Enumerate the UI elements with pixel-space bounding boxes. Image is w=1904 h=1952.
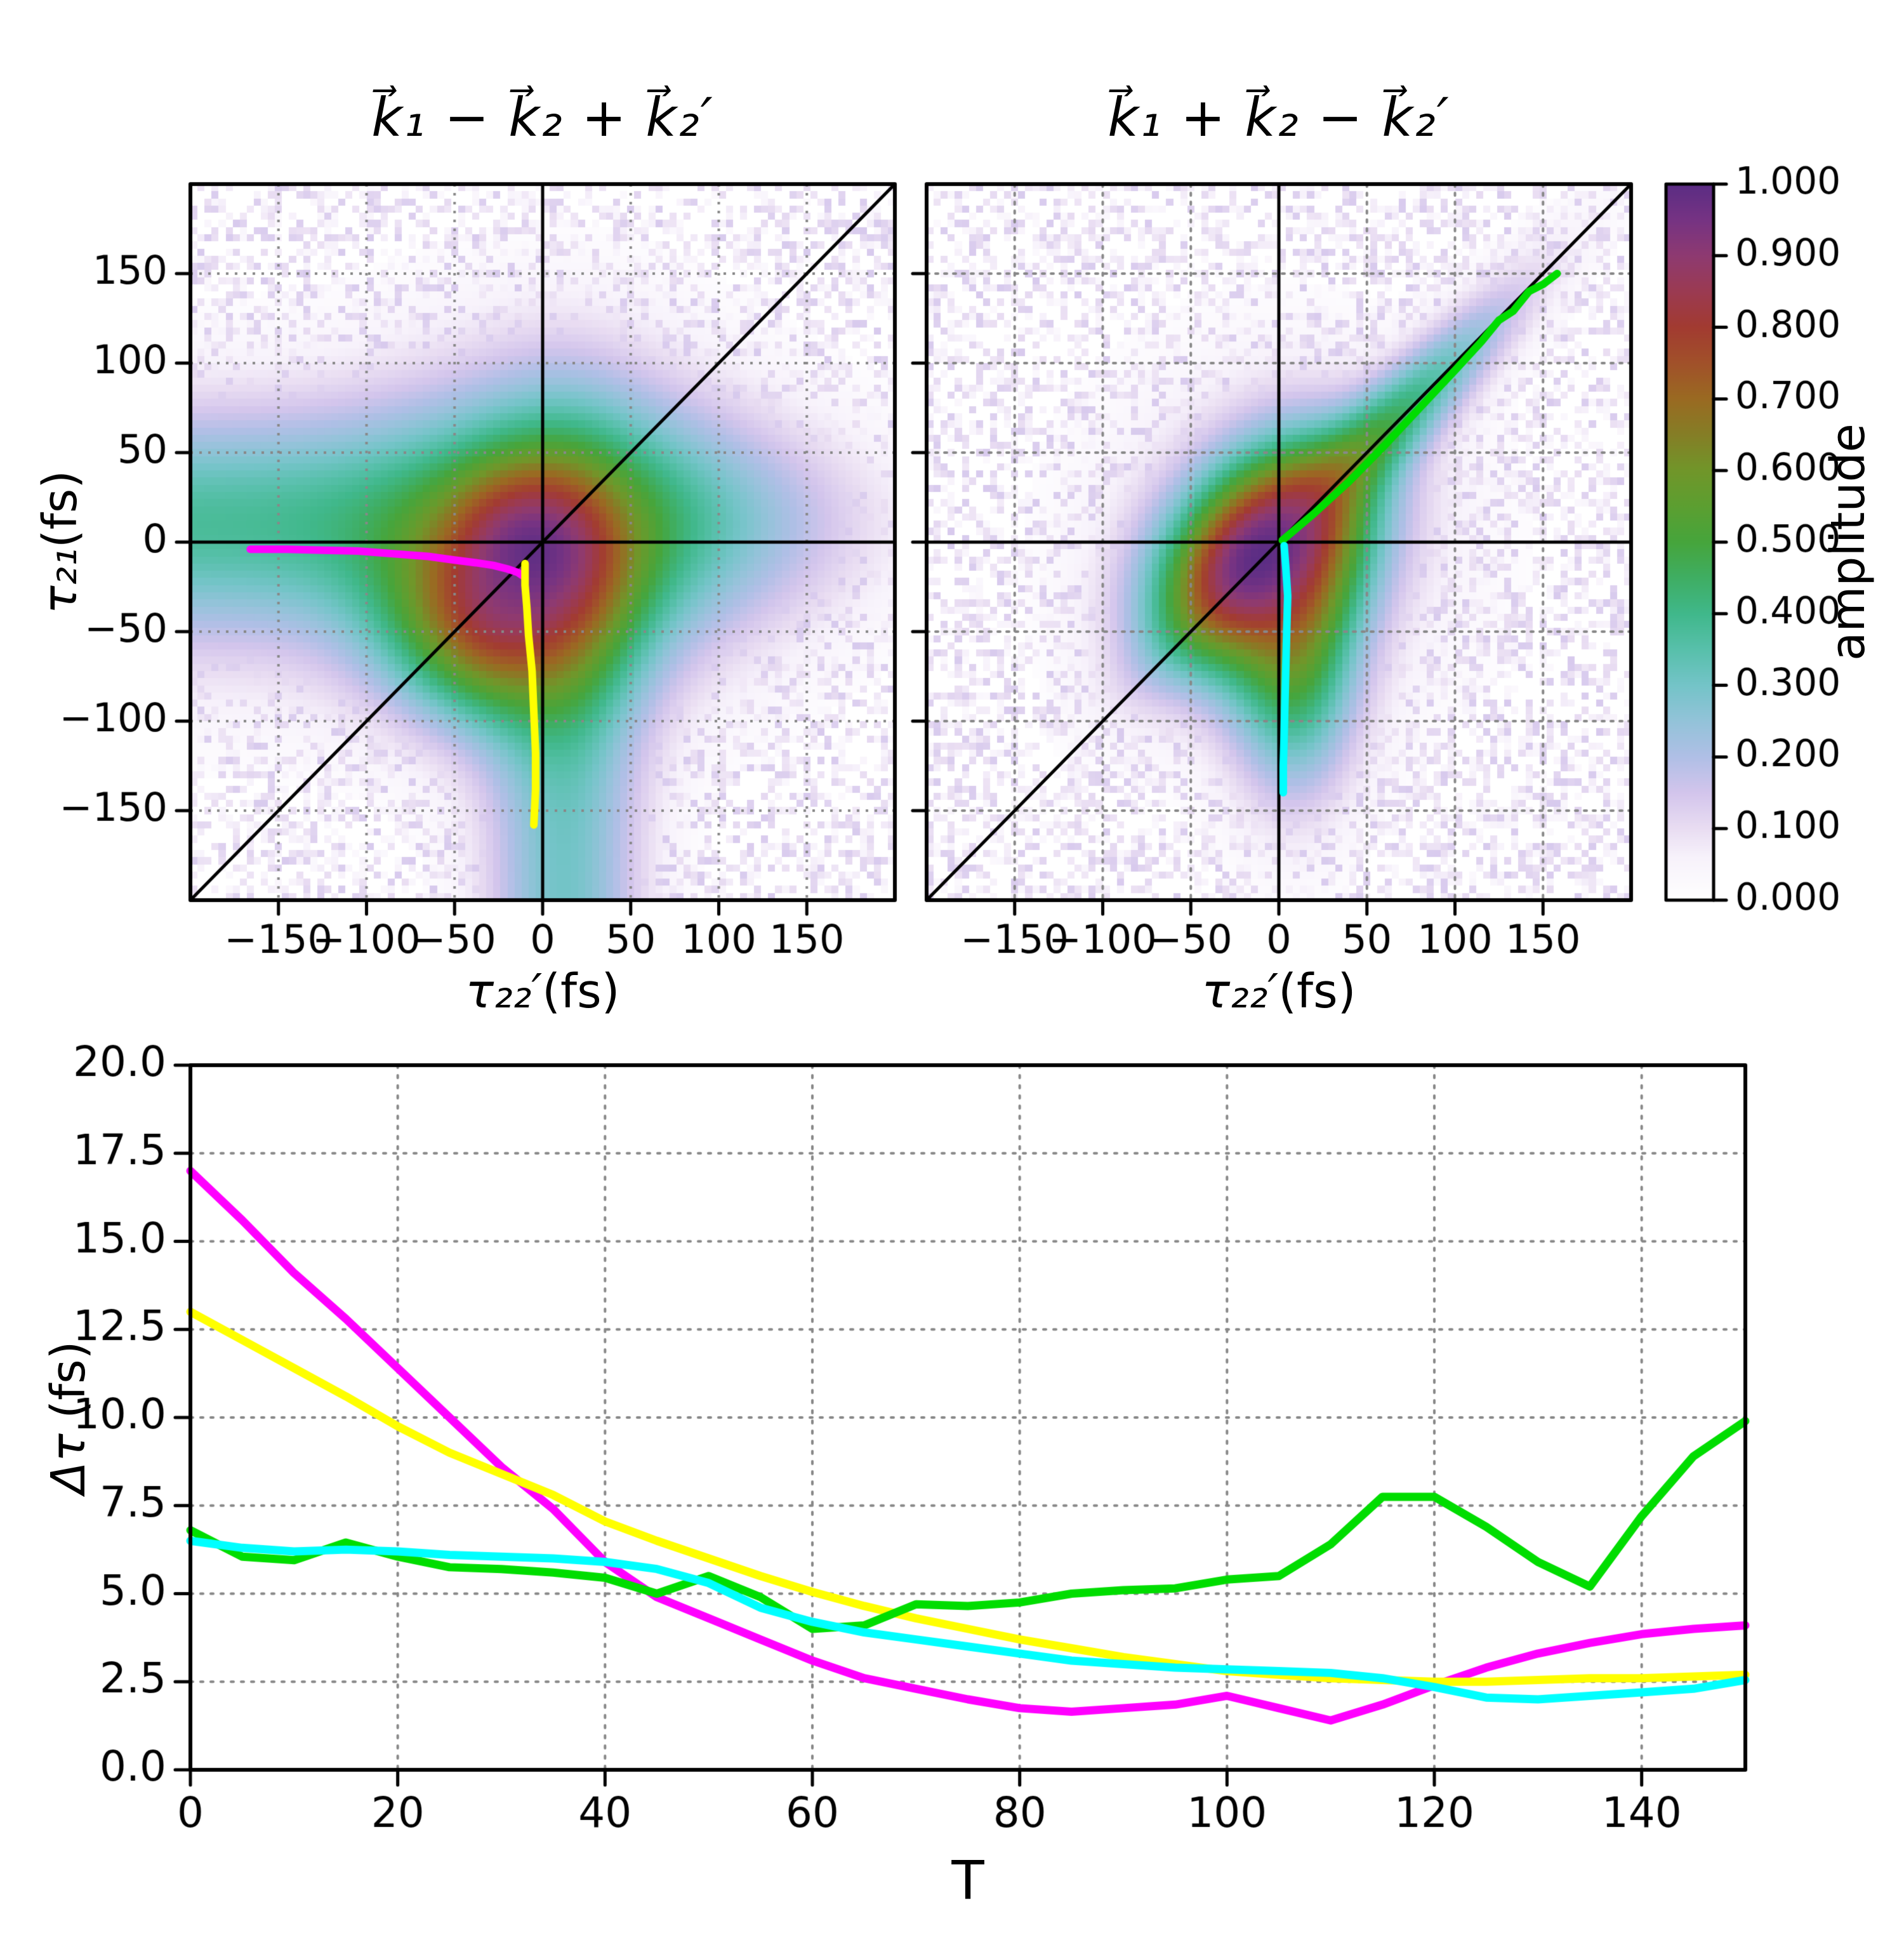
xlabel-T: T — [951, 1849, 984, 1911]
ylabel-tau21: τ₂₁(fs) — [33, 470, 88, 614]
ylabel-delta-tau-units: (fs) — [41, 1341, 96, 1434]
title-left-heatmap: k⃗₁ − k⃗₂ + k⃗₂′ — [371, 86, 714, 149]
ylabel-tau21-math: τ₂₁ — [33, 548, 88, 614]
ylabel-delta-tau-math: Δτ — [41, 1433, 96, 1494]
xlabel-tau22-right-math: τ₂₂′ — [1201, 964, 1279, 1019]
xlabel-tau22-left-units: (fs) — [542, 964, 620, 1019]
xlabel-tau22-left-math: τ₂₂′ — [465, 964, 543, 1019]
xlabel-tau22-right: τ₂₂′(fs) — [1201, 964, 1356, 1019]
ylabel-delta-tau: Δτ (fs) — [41, 1341, 96, 1494]
colorbar-label: amplitude — [1821, 423, 1875, 661]
title-right-heatmap: k⃗₁ + k⃗₂ − k⃗₂′ — [1107, 86, 1450, 149]
xlabel-tau22-left: τ₂₂′(fs) — [465, 964, 619, 1019]
xlabel-tau22-right-units: (fs) — [1278, 964, 1356, 1019]
ylabel-tau21-units: (fs) — [33, 470, 88, 548]
